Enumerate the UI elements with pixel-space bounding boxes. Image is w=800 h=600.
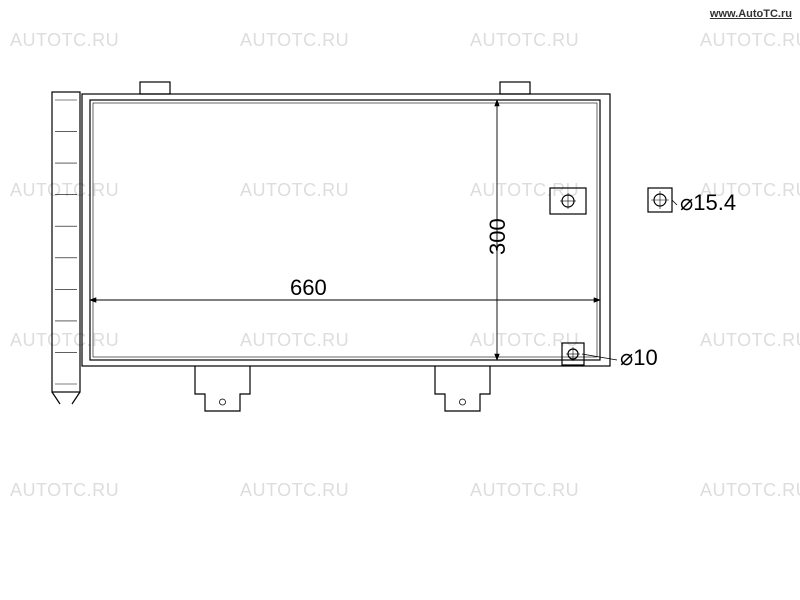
height-dimension: 300: [485, 218, 510, 255]
port-top-diameter: ⌀15.4: [680, 190, 736, 215]
technical-drawing: 660 300 ⌀15.4 ⌀10: [0, 0, 800, 600]
drawing-canvas: AUTOTC.RUAUTOTC.RUAUTOTC.RUAUTOTC.RUAUTO…: [0, 0, 800, 600]
port-bottom-diameter: ⌀10: [620, 345, 658, 370]
width-dimension: 660: [290, 275, 327, 300]
